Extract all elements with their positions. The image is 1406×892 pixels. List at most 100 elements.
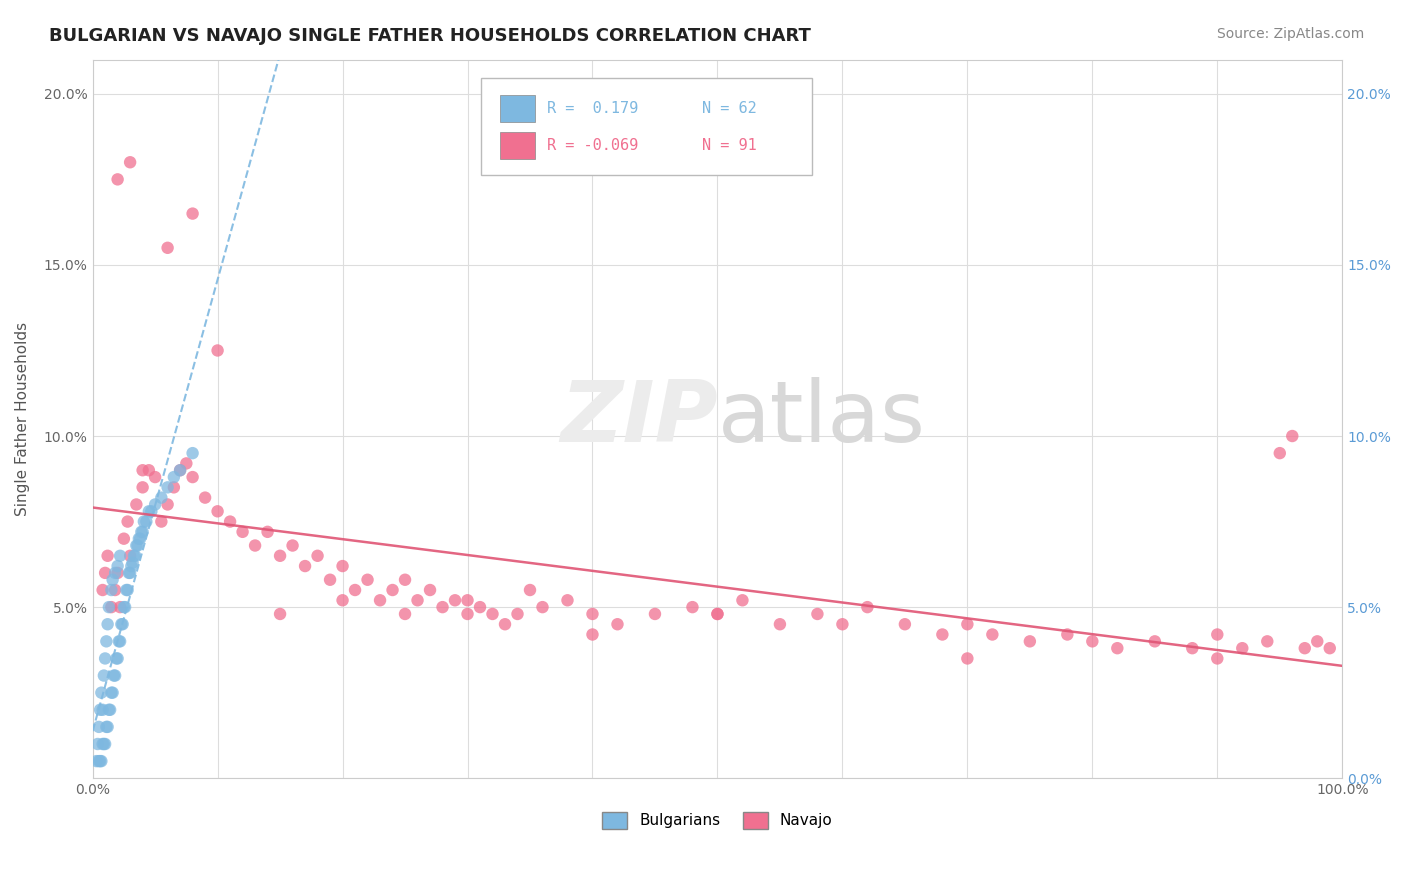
Point (1206, 627, 1229, 641)
Text: atlas: atlas (717, 377, 925, 460)
Point (294, 559, 316, 574)
Point (131, 524, 153, 539)
Point (107, 172, 129, 186)
Point (108, 634, 131, 648)
Legend: Bulgarians, Navajo: Bulgarians, Navajo (596, 805, 838, 835)
Text: BULGARIAN VS NAVAJO SINGLE FATHER HOUSEHOLDS CORRELATION CHART: BULGARIAN VS NAVAJO SINGLE FATHER HOUSEH… (49, 27, 811, 45)
Point (127, 539, 149, 553)
Point (118, 566, 141, 580)
Point (112, 600, 135, 615)
Point (194, 491, 217, 505)
Point (120, 559, 142, 574)
Point (132, 515, 155, 529)
Point (731, 593, 754, 607)
Point (96, 634, 118, 648)
Point (97, 703, 120, 717)
Y-axis label: Single Father Households: Single Father Households (15, 322, 30, 516)
Point (108, 600, 131, 615)
Point (87, 720, 110, 734)
Point (100, 600, 122, 615)
Point (156, 498, 179, 512)
Point (581, 627, 603, 641)
Point (150, 491, 173, 505)
Text: R =  0.179: R = 0.179 (547, 101, 638, 116)
Point (381, 582, 404, 597)
Text: R = -0.069: R = -0.069 (547, 138, 638, 153)
Point (457, 593, 479, 607)
Point (432, 600, 454, 615)
Point (86, 737, 108, 751)
Point (1281, 429, 1303, 443)
Point (1294, 641, 1316, 656)
Point (1268, 446, 1291, 460)
Point (97, 617, 120, 632)
Point (506, 607, 529, 621)
Point (150, 515, 173, 529)
Point (269, 549, 291, 563)
Point (89, 703, 111, 717)
Point (232, 524, 254, 539)
Point (125, 539, 148, 553)
Point (135, 515, 157, 529)
Point (131, 463, 153, 477)
Point (769, 617, 792, 632)
Point (256, 524, 278, 539)
Point (128, 532, 150, 546)
Point (120, 549, 142, 563)
Point (181, 446, 204, 460)
Point (419, 582, 441, 597)
Bar (501, 95, 536, 122)
Point (806, 607, 828, 621)
Point (163, 470, 186, 484)
Point (143, 470, 166, 484)
Point (1081, 634, 1104, 648)
Point (406, 593, 429, 607)
Point (101, 686, 124, 700)
Point (681, 600, 703, 615)
Text: N = 91: N = 91 (703, 138, 758, 153)
Point (1056, 627, 1078, 641)
Text: ZIP: ZIP (560, 377, 717, 460)
Point (131, 480, 153, 494)
Point (281, 539, 304, 553)
Point (104, 668, 127, 682)
Point (332, 559, 354, 574)
Point (104, 582, 127, 597)
Point (356, 573, 378, 587)
FancyBboxPatch shape (481, 78, 813, 175)
Point (831, 617, 853, 632)
Point (93, 737, 115, 751)
Point (1181, 641, 1204, 656)
Point (91, 737, 114, 751)
Point (112, 532, 135, 546)
Point (129, 532, 152, 546)
Point (125, 498, 148, 512)
Point (981, 627, 1004, 641)
Point (468, 600, 491, 615)
Point (103, 668, 125, 682)
Point (138, 504, 160, 518)
Bar (501, 132, 536, 160)
Point (706, 607, 728, 621)
Point (519, 582, 541, 597)
Point (1306, 634, 1329, 648)
Point (207, 343, 229, 358)
Point (97, 600, 120, 615)
Point (368, 593, 391, 607)
Point (557, 593, 579, 607)
Point (894, 617, 917, 632)
Point (87, 754, 110, 768)
Point (956, 651, 979, 665)
Point (956, 617, 979, 632)
Point (531, 600, 554, 615)
Point (219, 515, 242, 529)
Point (117, 515, 139, 529)
Point (141, 504, 163, 518)
Point (307, 549, 329, 563)
Text: Source: ZipAtlas.com: Source: ZipAtlas.com (1216, 27, 1364, 41)
Point (1206, 651, 1229, 665)
Point (444, 593, 467, 607)
Point (86, 754, 108, 768)
Point (107, 559, 129, 574)
Point (93, 668, 115, 682)
